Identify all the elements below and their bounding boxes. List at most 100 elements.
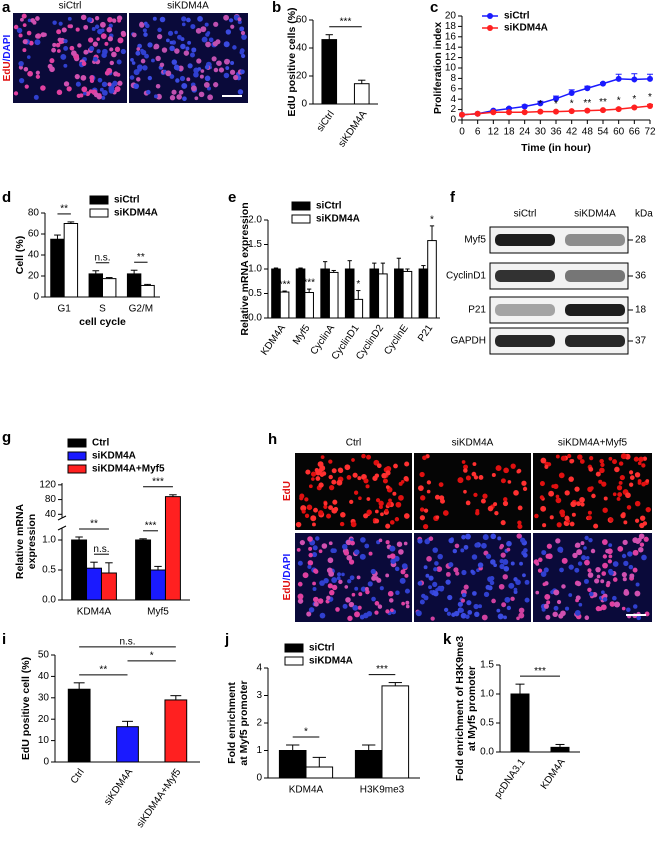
cell-nucleus: [346, 475, 352, 480]
cell-nucleus: [552, 611, 558, 618]
cell-nucleus: [496, 608, 501, 613]
y-axis-label: Cell (%): [14, 236, 26, 275]
cell-nucleus: [620, 453, 627, 460]
data-point: [459, 111, 465, 118]
significance: ***: [376, 664, 388, 675]
data-point: [490, 109, 497, 116]
cell-nucleus: [120, 30, 126, 36]
cell-nucleus: [310, 515, 317, 522]
cell-nucleus: [473, 603, 479, 610]
stain-label: EdU/DAPI: [282, 553, 293, 600]
cell-nucleus: [89, 75, 95, 81]
cell-nucleus: [107, 82, 112, 87]
cell-nucleus: [438, 482, 444, 488]
cell-nucleus: [190, 52, 195, 58]
cell-nucleus: [385, 573, 390, 578]
cell-nucleus: [142, 28, 147, 33]
cell-nucleus: [463, 468, 468, 473]
cell-nucleus: [206, 31, 211, 35]
cell-nucleus: [58, 21, 63, 26]
cell-nucleus: [558, 472, 565, 479]
cell-nucleus: [400, 480, 405, 484]
cell-nucleus: [540, 457, 547, 464]
cell-nucleus: [330, 548, 336, 554]
cell-nucleus: [478, 604, 482, 609]
cell-nucleus: [16, 27, 23, 34]
panel-letter: e: [228, 189, 236, 206]
cell-nucleus: [349, 499, 354, 504]
cell-nucleus: [26, 30, 32, 36]
bar: [378, 273, 388, 319]
cell-nucleus: [323, 577, 329, 584]
y-axis-label: EdU positive cell (%): [20, 657, 32, 760]
bar: [271, 268, 281, 319]
cell-nucleus: [165, 70, 172, 77]
cell-nucleus: [315, 536, 320, 541]
cell-nucleus: [503, 467, 509, 474]
bar: [102, 278, 117, 298]
cell-nucleus: [339, 521, 345, 527]
cell-nucleus: [572, 552, 578, 559]
cell-nucleus: [143, 32, 148, 37]
cell-nucleus: [589, 456, 594, 461]
significance: **: [137, 252, 145, 263]
cell-nucleus: [63, 39, 68, 44]
cell-nucleus: [331, 468, 337, 474]
cell-nucleus: [66, 86, 72, 92]
panel-letter: i: [2, 631, 6, 648]
cell-nucleus: [378, 505, 383, 510]
blot-band: [495, 234, 555, 246]
cell-nucleus: [198, 91, 205, 98]
cell-nucleus: [463, 464, 468, 470]
cell-nucleus: [643, 536, 649, 542]
cell-nucleus: [482, 534, 489, 541]
cell-nucleus: [600, 604, 607, 611]
cell-nucleus: [106, 26, 113, 33]
cell-nucleus: [544, 464, 549, 469]
cell-nucleus: [374, 610, 379, 615]
cell-nucleus: [354, 586, 359, 591]
data-point: [537, 100, 544, 107]
x-tick-label: pcDNA3.1: [492, 757, 527, 801]
cell-nucleus: [571, 512, 576, 517]
y-tick-label: 20: [38, 714, 50, 725]
cell-nucleus: [239, 50, 244, 55]
cell-nucleus: [218, 67, 225, 73]
cell-nucleus: [157, 27, 162, 33]
cell-nucleus: [503, 497, 508, 502]
cell-nucleus: [181, 22, 186, 27]
column-label: siCtrl: [59, 1, 82, 12]
cell-nucleus: [207, 94, 213, 101]
cell-nucleus: [453, 567, 459, 573]
cell-nucleus: [308, 484, 313, 489]
cell-nucleus: [312, 522, 316, 527]
cell-nucleus: [522, 486, 528, 491]
cell-nucleus: [545, 614, 551, 620]
blot-band: [565, 234, 625, 246]
x-tick-label: KDM4A: [539, 757, 568, 792]
cell-nucleus: [159, 16, 166, 23]
cell-nucleus: [327, 557, 334, 564]
cell-nucleus: [461, 569, 467, 576]
y-axis-label: expression: [26, 514, 38, 569]
bar: [100, 572, 117, 601]
cell-nucleus: [594, 578, 600, 584]
cell-nucleus: [423, 595, 429, 601]
cell-nucleus: [306, 611, 312, 617]
cell-nucleus: [575, 595, 581, 601]
cell-nucleus: [366, 454, 372, 460]
cell-nucleus: [181, 82, 188, 89]
cell-nucleus: [617, 492, 623, 497]
cell-nucleus: [404, 461, 410, 467]
cell-nucleus: [627, 551, 633, 557]
y-tick-label: 80: [45, 494, 57, 505]
data-point: [584, 107, 591, 114]
bar: [418, 268, 429, 319]
cell-nucleus: [352, 472, 358, 478]
cell-nucleus: [155, 55, 161, 62]
cell-nucleus: [229, 69, 236, 75]
legend-swatch: [67, 451, 87, 461]
cell-nucleus: [230, 24, 235, 29]
cell-nucleus: [466, 600, 472, 606]
cell-nucleus: [299, 539, 305, 546]
